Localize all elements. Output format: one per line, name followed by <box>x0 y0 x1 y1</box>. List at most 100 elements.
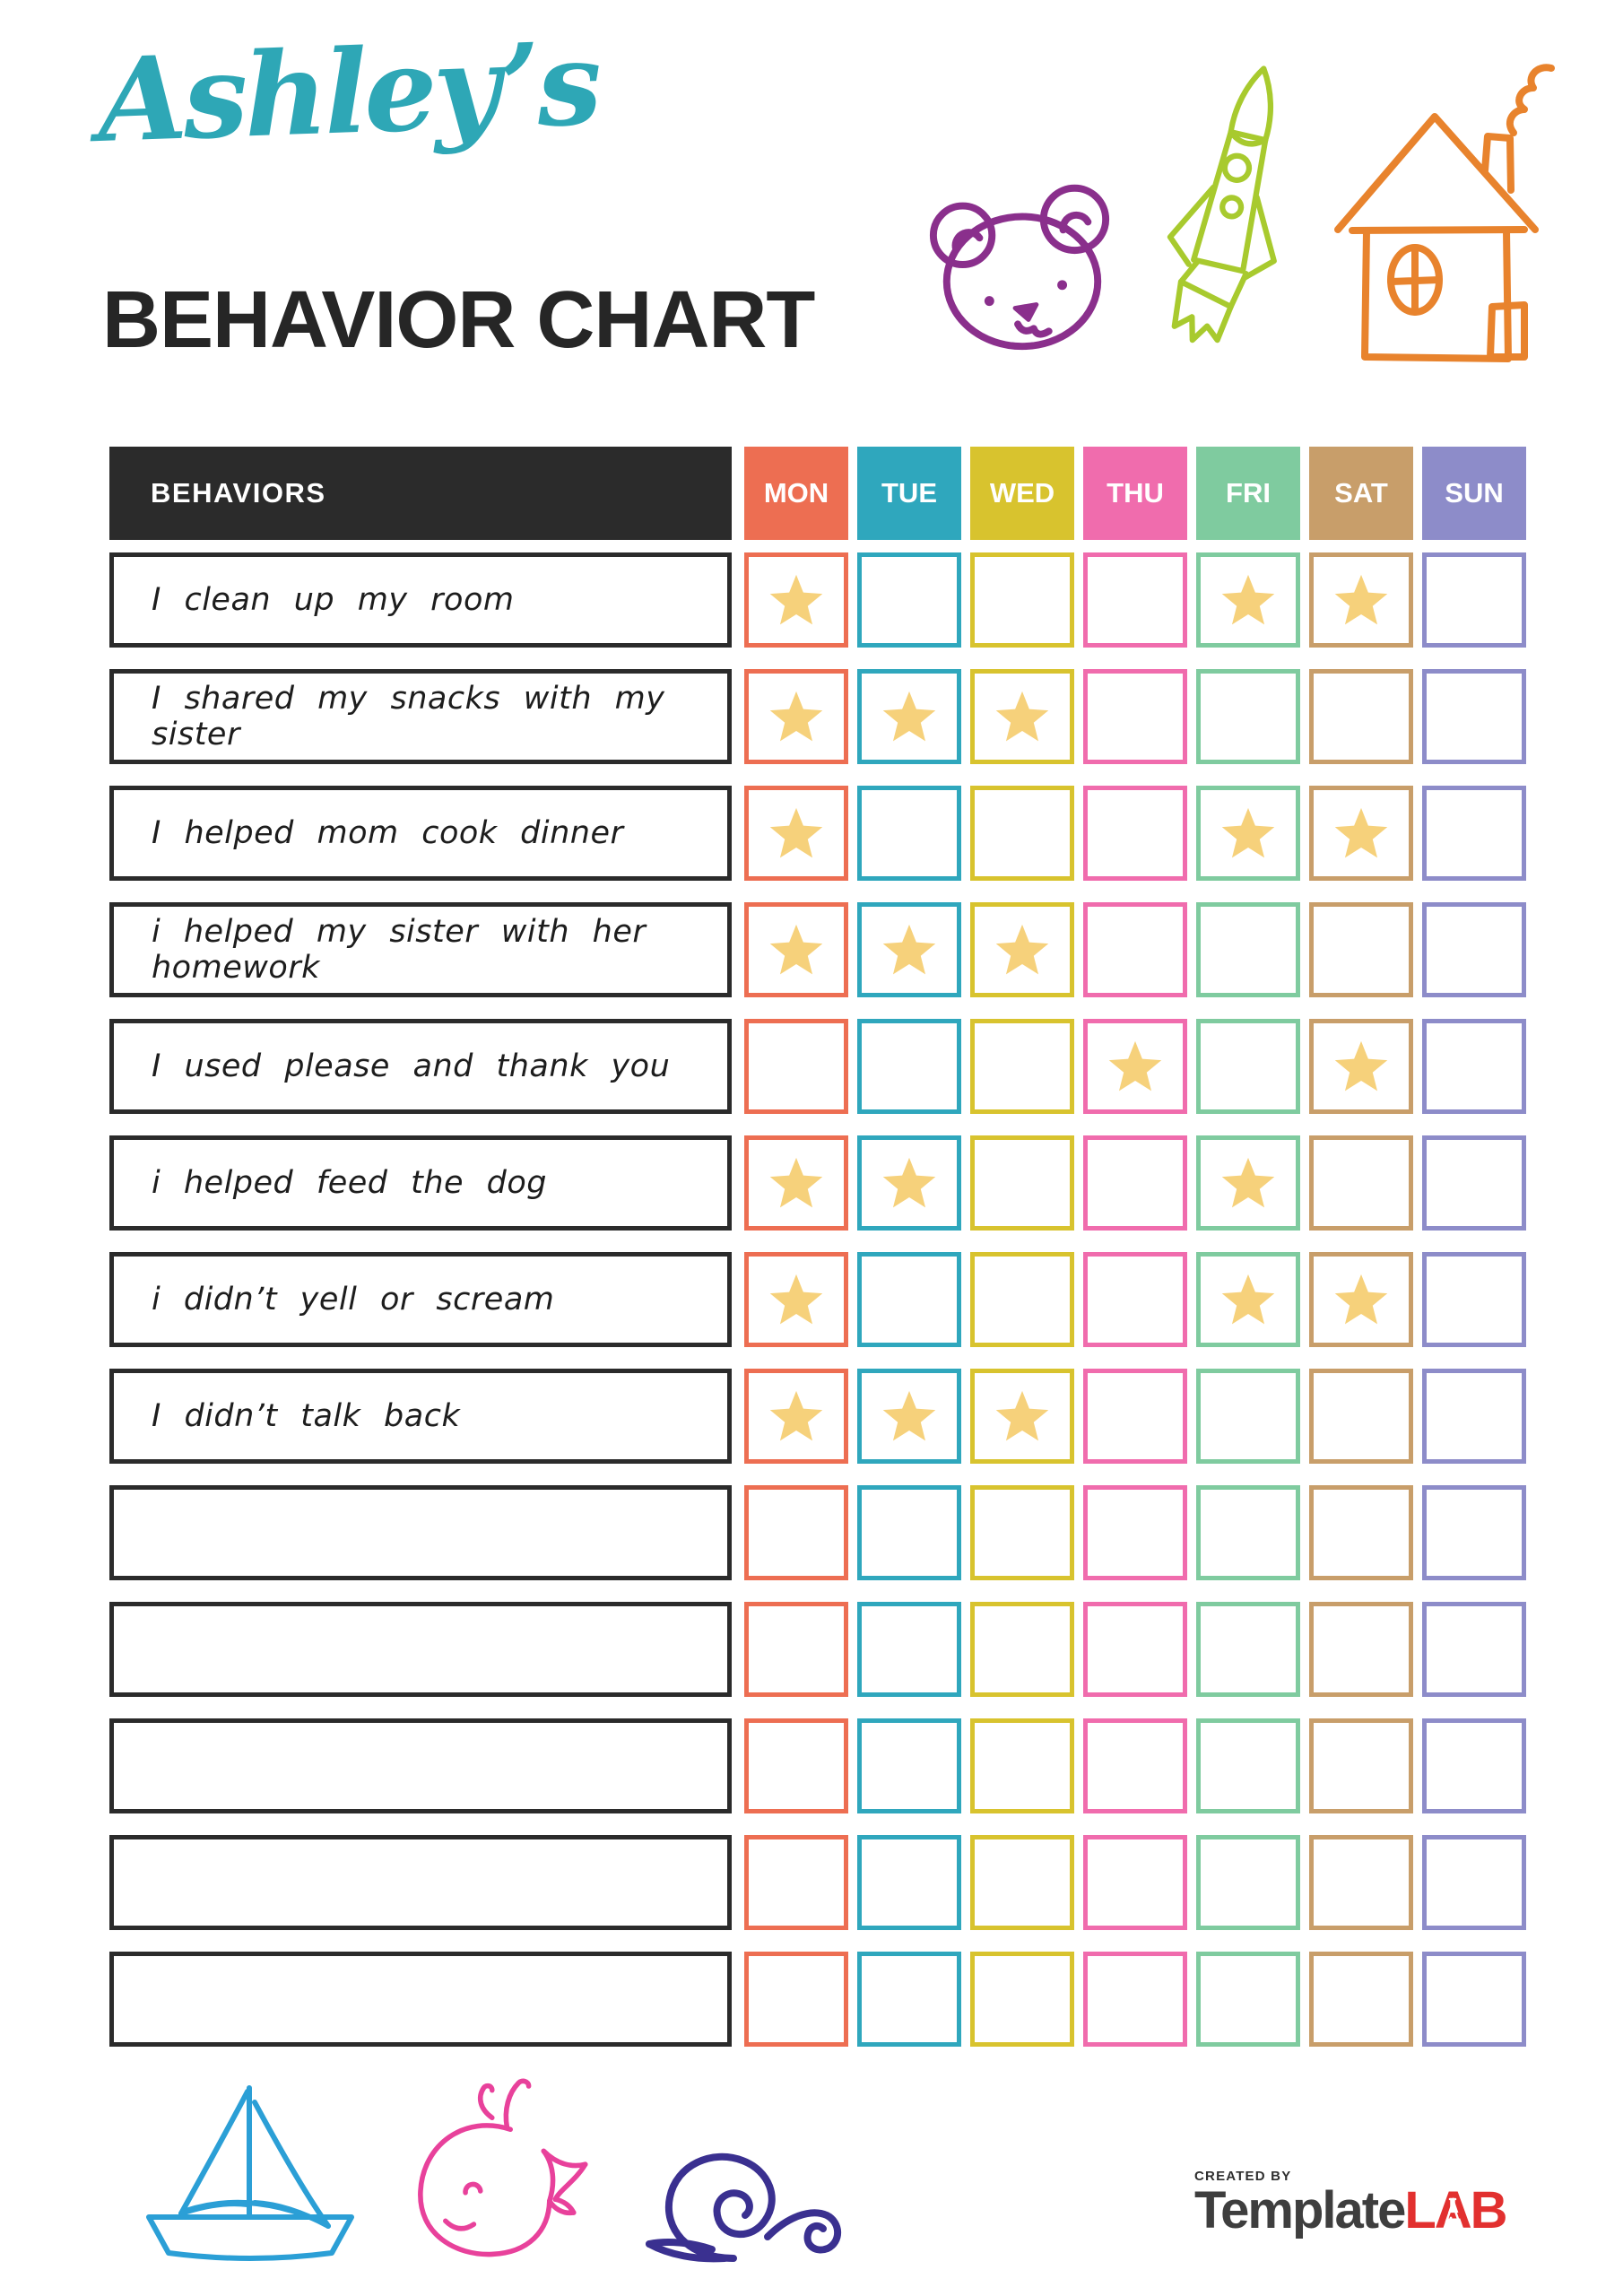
behavior-cell <box>109 1485 732 1580</box>
chart-row <box>109 1952 1535 2047</box>
day-cell-wed <box>970 1369 1074 1464</box>
day-cell-sat <box>1309 1135 1413 1231</box>
star-icon <box>768 1273 825 1326</box>
day-cell-fri <box>1196 1485 1300 1580</box>
day-cell-fri <box>1196 902 1300 997</box>
star-icon <box>881 1156 938 1210</box>
chart-row <box>109 1485 1535 1580</box>
day-cell-fri <box>1196 786 1300 881</box>
star-icon <box>768 1389 825 1443</box>
house-icon <box>1325 64 1569 370</box>
star-icon <box>768 806 825 860</box>
day-cell-wed <box>970 552 1074 648</box>
day-cell-tue <box>857 1835 961 1930</box>
rocket-icon <box>1155 59 1306 368</box>
day-cell-wed <box>970 1252 1074 1347</box>
day-cell-thu <box>1083 902 1187 997</box>
day-cell-fri <box>1196 552 1300 648</box>
star-icon <box>1219 1156 1277 1210</box>
day-cell-sat <box>1309 669 1413 764</box>
day-cell-thu <box>1083 1952 1187 2047</box>
whale-icon <box>386 2063 594 2271</box>
day-cell-wed <box>970 1019 1074 1114</box>
star-icon <box>768 923 825 977</box>
snail-icon <box>628 2117 854 2267</box>
star-icon <box>1332 573 1390 627</box>
sailboat-icon <box>135 2077 366 2267</box>
behavior-cell <box>109 1602 732 1697</box>
day-cell-mon <box>744 1252 848 1347</box>
chart-row: i didn’t yell or scream <box>109 1252 1535 1347</box>
day-cell-tue <box>857 1952 961 2047</box>
page-subtitle: BEHAVIOR CHART <box>102 275 815 365</box>
day-cell-fri <box>1196 1952 1300 2047</box>
day-cell-sun <box>1422 1369 1526 1464</box>
chart-row <box>109 1602 1535 1697</box>
day-cell-tue <box>857 1485 961 1580</box>
day-cell-thu <box>1083 1019 1187 1114</box>
day-header-fri: FRI <box>1196 447 1300 540</box>
day-cell-mon <box>744 1718 848 1813</box>
chart-row: I didn’t talk back <box>109 1369 1535 1464</box>
day-cell-tue <box>857 1369 961 1464</box>
star-icon <box>994 1389 1051 1443</box>
day-cell-wed <box>970 786 1074 881</box>
day-cell-thu <box>1083 1485 1187 1580</box>
day-cell-sun <box>1422 1019 1526 1114</box>
star-icon <box>881 923 938 977</box>
day-cell-sat <box>1309 1252 1413 1347</box>
brand-primary-text: Template <box>1194 2181 1406 2239</box>
star-icon <box>1332 806 1390 860</box>
day-cell-mon <box>744 1369 848 1464</box>
chart-row: I helped mom cook dinner <box>109 786 1535 881</box>
day-cell-sun <box>1422 1485 1526 1580</box>
day-cell-sat <box>1309 1952 1413 2047</box>
chart-header-row: BEHAVIORS MON TUE WED THU FRI SAT SUN <box>109 447 1535 540</box>
chart-rows: I clean up my room I shared my snacks wit… <box>109 552 1535 2047</box>
day-cell-mon <box>744 1485 848 1580</box>
day-cell-wed <box>970 902 1074 997</box>
page-title: Ashley’s <box>95 16 601 170</box>
star-icon <box>881 1389 938 1443</box>
behavior-cell: I shared my snacks with my sister <box>109 669 732 764</box>
day-cell-tue <box>857 1602 961 1697</box>
chart-row: I clean up my room <box>109 552 1535 648</box>
day-cell-wed <box>970 1952 1074 2047</box>
behavior-cell: I used please and thank you <box>109 1019 732 1114</box>
chart-row: I shared my snacks with my sister <box>109 669 1535 764</box>
behaviors-header: BEHAVIORS <box>109 447 732 540</box>
chart-row <box>109 1718 1535 1813</box>
star-icon <box>768 573 825 627</box>
day-cell-tue <box>857 669 961 764</box>
star-icon <box>1219 1273 1277 1326</box>
day-cell-sun <box>1422 1718 1526 1813</box>
bear-icon <box>924 176 1119 352</box>
day-header-mon: MON <box>744 447 848 540</box>
brand-logo: CREATED BY Template LAB <box>1194 2169 1508 2239</box>
star-icon <box>1107 1039 1164 1093</box>
behavior-cell: I helped mom cook dinner <box>109 786 732 881</box>
day-cell-mon <box>744 902 848 997</box>
day-cell-thu <box>1083 1369 1187 1464</box>
created-by-label: CREATED BY <box>1194 2169 1292 2184</box>
day-cell-sat <box>1309 902 1413 997</box>
day-cell-thu <box>1083 1252 1187 1347</box>
day-cell-wed <box>970 1135 1074 1231</box>
day-cell-tue <box>857 902 961 997</box>
chart-row: i helped my sister with her homework <box>109 902 1535 997</box>
star-icon <box>1332 1039 1390 1093</box>
day-header-wed: WED <box>970 447 1074 540</box>
day-cell-thu <box>1083 669 1187 764</box>
brand-wordmark: Template LAB <box>1194 2181 1508 2239</box>
chart-row: i helped feed the dog <box>109 1135 1535 1231</box>
day-header-sat: SAT <box>1309 447 1413 540</box>
day-cell-fri <box>1196 1019 1300 1114</box>
behavior-cell: i helped feed the dog <box>109 1135 732 1231</box>
day-cell-tue <box>857 1135 961 1231</box>
day-cell-fri <box>1196 1369 1300 1464</box>
day-cell-mon <box>744 1135 848 1231</box>
day-cell-mon <box>744 669 848 764</box>
star-icon <box>994 923 1051 977</box>
day-cell-mon <box>744 1952 848 2047</box>
